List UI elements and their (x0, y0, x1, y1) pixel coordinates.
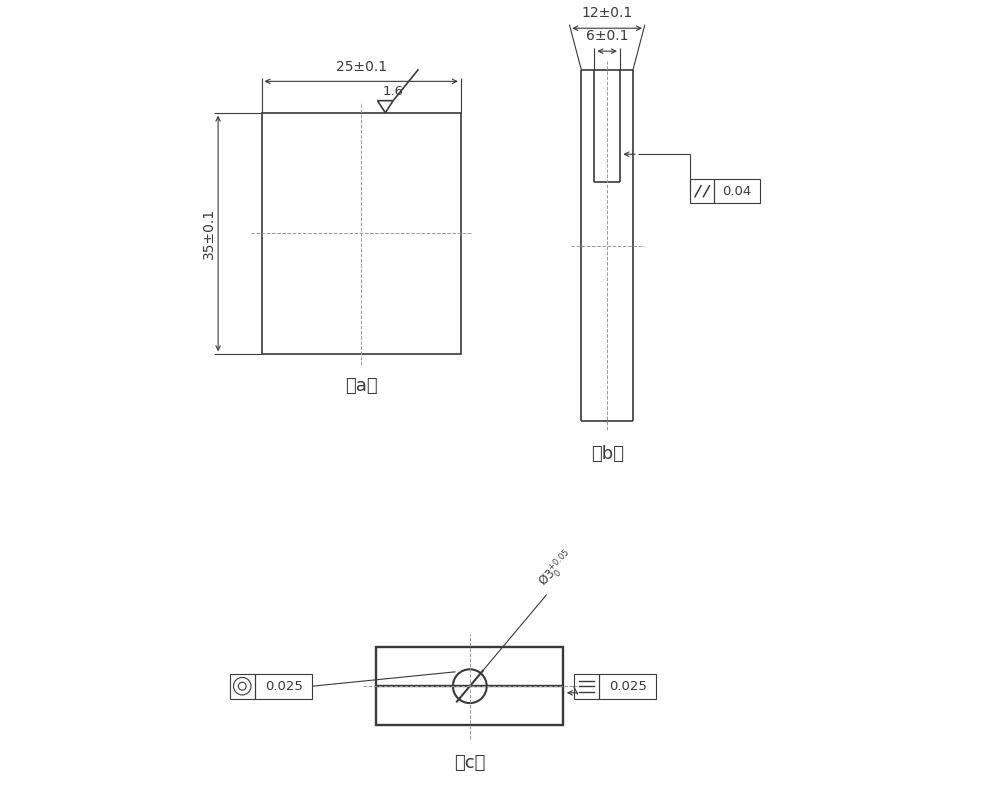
Text: 35±0.1: 35±0.1 (201, 208, 215, 259)
Text: 1.6: 1.6 (382, 85, 403, 97)
Text: 12±0.1: 12±0.1 (582, 6, 633, 21)
Bar (599, 674, 656, 699)
Text: （a）: （a） (345, 377, 377, 396)
Text: 25±0.1: 25±0.1 (336, 59, 387, 74)
Bar (230, 674, 255, 699)
Bar (376, 647, 563, 725)
Text: Ø3$^{+0.05}_{0}$: Ø3$^{+0.05}_{0}$ (535, 547, 580, 592)
Text: 0.04: 0.04 (722, 185, 752, 197)
Text: （c）: （c） (454, 754, 486, 773)
Bar (714, 179, 760, 203)
Text: 0.025: 0.025 (609, 680, 647, 693)
Text: 0.025: 0.025 (265, 680, 303, 693)
Bar (690, 179, 714, 203)
Bar (262, 113, 461, 354)
Text: （b）: （b） (591, 445, 624, 463)
Text: 6±0.1: 6±0.1 (586, 30, 628, 43)
Bar (255, 674, 312, 699)
Bar (574, 674, 599, 699)
